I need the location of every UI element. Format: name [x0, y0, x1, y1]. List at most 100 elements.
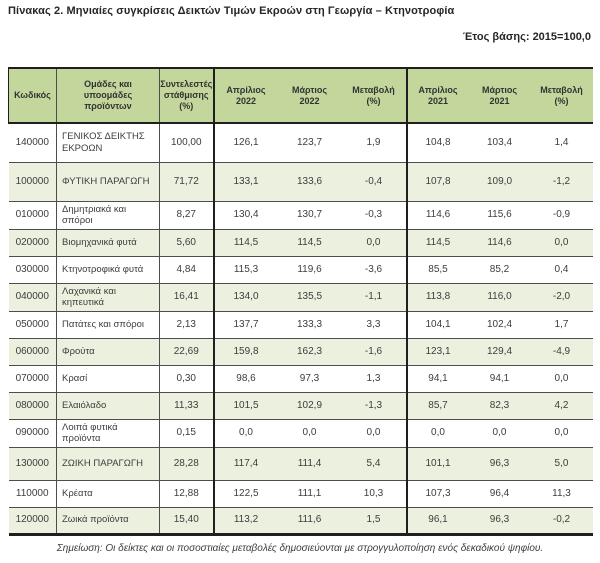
- weight-cell: 15,40: [159, 507, 215, 534]
- change-2022-cell: -1,1: [341, 283, 408, 311]
- header-weight: Συντελεστές στάθμισης (%): [159, 68, 215, 123]
- header-march-2022: Μάρτιος 2022: [277, 68, 342, 123]
- label-cell: Ελαιόλαδο: [56, 392, 160, 419]
- weight-cell: 28,28: [159, 447, 215, 480]
- weight-cell: 0,30: [159, 365, 215, 392]
- march-2021-cell: 94,1: [489, 372, 510, 384]
- april-2021-cell: 104,8: [425, 137, 451, 148]
- table-row: 060000 Φρούτα 22,69 159,8 162,3 -1,6 123,1 129,…: [8, 338, 593, 365]
- march-2021-cell: 109,0: [486, 175, 513, 187]
- april-2021-cell: 85,7: [428, 399, 448, 411]
- label-cell: ΦΥΤΙΚΗ ΠΑΡΑΓΩΓΗ: [56, 162, 160, 201]
- code-cell: 080000: [8, 392, 57, 419]
- march-2021-cell: 102,4: [486, 318, 513, 330]
- april-2021-cell: 107,8: [425, 175, 451, 187]
- april-2021-cell: 113,8: [425, 291, 451, 303]
- label-cell: Κρασί: [56, 365, 160, 392]
- march-2022-cell: 114,5: [297, 236, 322, 248]
- march-2022-cell: 133,6: [296, 175, 323, 187]
- code-cell: 100000: [8, 162, 57, 201]
- table-row: 010000 Δημητριακά και σπόροι 8,27 130,4 130,…: [8, 201, 593, 229]
- change-2021-cell: 11,3: [552, 487, 571, 499]
- base-year-label: Έτος βάσης: 2015=100,0: [462, 31, 591, 43]
- april-2022-cell: 134,0: [233, 291, 259, 303]
- code-cell: 020000: [8, 229, 57, 256]
- march-2021-cell: 96,3: [489, 457, 510, 469]
- april-2021-cell: 101,1: [425, 457, 451, 469]
- label-cell: Δημητριακά και σπόροι: [56, 201, 160, 229]
- march-2021-cell: 85,2: [489, 263, 510, 275]
- table-row: 090000 Λοιπά φυτικά προϊόντα 0,15 0,0 0,0 0,0…: [8, 419, 593, 447]
- code-cell: 060000: [8, 338, 57, 365]
- weight-cell: 16,41: [159, 283, 215, 311]
- change-2021-cell: 4,2: [554, 399, 569, 411]
- label-cell: Λαχανικά και κηπευτικά: [56, 283, 160, 311]
- header-march-2021: Μάρτιος 2021: [468, 68, 531, 123]
- change-2021-cell: -0,2: [552, 514, 571, 526]
- label-cell: Κρέατα: [56, 480, 160, 507]
- march-2021-cell: 116,0: [487, 291, 512, 303]
- march-2021-cell: 115,6: [487, 209, 512, 221]
- code-cell: 050000: [8, 311, 57, 338]
- april-2021-cell: 123,1: [425, 345, 451, 357]
- april-2021-cell: 0,0: [431, 427, 445, 439]
- april-2022-cell: 0,0: [239, 427, 253, 439]
- table-row: 100000 ΦΥΤΙΚΗ ΠΑΡΑΓΩΓΗ 71,72 133,1 133,6 -0,4…: [8, 162, 593, 201]
- label-cell: Λοιπά φυτικά προϊόντα: [56, 419, 160, 447]
- change-2022-cell: 10,3: [341, 480, 408, 507]
- march-2022-cell: 133,3: [296, 318, 323, 330]
- table-row: 130000 ΖΩΙΚΗ ΠΑΡΑΓΩΓΗ 28,28 117,4 111,4 5,4 10…: [8, 447, 593, 480]
- april-2022-cell: 115,3: [233, 263, 259, 275]
- weight-cell: 100,00: [159, 123, 215, 162]
- march-2022-cell: 111,1: [297, 487, 322, 499]
- change-2022-cell: -1,3: [341, 392, 408, 419]
- april-2022-cell: 137,7: [233, 318, 259, 330]
- april-2021-cell: 94,1: [428, 372, 448, 384]
- table-row: 020000 Βιομηχανικά φυτά 5,60 114,5 114,5 0,0 1…: [8, 229, 593, 256]
- table-row: 030000 Κτηνοτροφικά φυτά 4,84 115,3 119,6 -3,…: [8, 256, 593, 283]
- march-2022-cell: 123,7: [296, 137, 323, 148]
- april-2021-cell: 114,5: [425, 236, 451, 248]
- april-2022-cell: 98,6: [236, 372, 256, 384]
- label-cell: ΓΕΝΙΚΟΣ ΔΕΙΚΤΗΣ ΕΚΡΟΩΝ: [56, 123, 160, 162]
- march-2021-cell: 114,6: [487, 236, 512, 248]
- april-2022-cell: 159,8: [233, 345, 259, 357]
- header-row: Κωδικός Ομάδες και υποομάδες προϊόντων Σ…: [8, 68, 593, 123]
- label-cell: Βιομηχανικά φυτά: [56, 229, 160, 256]
- label-cell: Ζωικά προϊόντα: [56, 507, 160, 534]
- weight-cell: 71,72: [159, 162, 215, 201]
- april-2022-cell: 133,1: [233, 175, 259, 187]
- weight-cell: 12,88: [159, 480, 215, 507]
- code-cell: 110000: [8, 480, 57, 507]
- header-change-2022: Μεταβολή (%): [341, 68, 408, 123]
- april-2022-cell: 117,4: [233, 457, 259, 469]
- label-cell: Φρούτα: [56, 338, 160, 365]
- label-cell: Κτηνοτροφικά φυτά: [56, 256, 160, 283]
- march-2022-cell: 135,5: [296, 291, 323, 303]
- change-2021-cell: -2,0: [552, 291, 571, 303]
- change-2021-cell: -0,9: [552, 209, 571, 221]
- code-cell: 140000: [8, 123, 57, 162]
- march-2022-cell: 0,0: [302, 427, 317, 439]
- march-2021-cell: 82,3: [489, 399, 510, 411]
- code-cell: 030000: [8, 256, 57, 283]
- change-2022-cell: 0,0: [341, 419, 408, 447]
- march-2022-cell: 102,9: [296, 399, 323, 411]
- code-cell: 040000: [8, 283, 57, 311]
- change-2021-cell: 1,7: [554, 318, 569, 330]
- april-2021-cell: 96,1: [428, 514, 448, 526]
- change-2021-cell: -4,9: [552, 345, 571, 357]
- code-cell: 010000: [8, 201, 57, 229]
- table-row: 120000 Ζωικά προϊόντα 15,40 113,2 111,6 1,5 96…: [8, 507, 593, 534]
- table-row: 140000 ΓΕΝΙΚΟΣ ΔΕΙΚΤΗΣ ΕΚΡΟΩΝ 100,00 126,1 1…: [8, 123, 593, 162]
- april-2021-cell: 107,3: [425, 487, 451, 499]
- weight-cell: 22,69: [159, 338, 215, 365]
- change-2022-cell: 3,3: [341, 311, 408, 338]
- code-cell: 130000: [8, 447, 57, 480]
- march-2021-cell: 96,4: [489, 487, 510, 499]
- table-title: Πίνακας 2. Μηνιαίες συγκρίσεις Δεικτών Τ…: [8, 5, 455, 17]
- table-row: 040000 Λαχανικά και κηπευτικά 16,41 134,0 13…: [8, 283, 593, 311]
- change-2022-cell: 5,4: [341, 447, 408, 480]
- header-april-2022: Απρίλιος 2022: [213, 68, 278, 123]
